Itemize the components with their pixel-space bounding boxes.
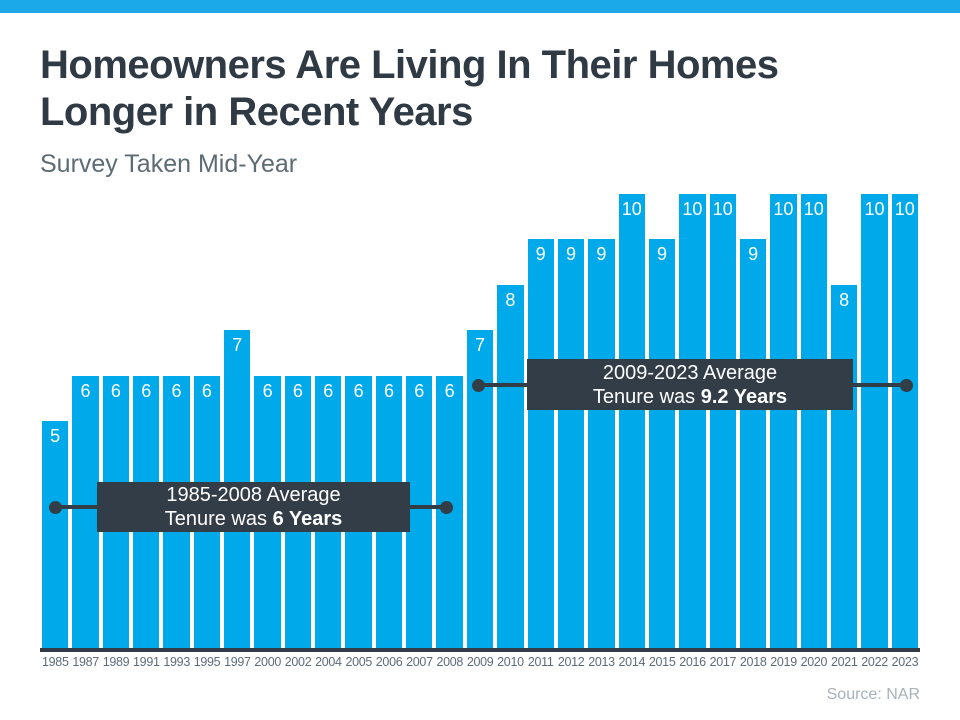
bar-2021: 8 bbox=[830, 285, 858, 648]
x-axis-label-2012: 2012 bbox=[557, 655, 585, 669]
bar-2011: 9 bbox=[527, 239, 554, 648]
callout-2009-line1: 2009-2023 Average bbox=[602, 361, 778, 384]
x-axis-label-2010: 2010 bbox=[497, 655, 524, 669]
brand-accent-strip bbox=[0, 0, 960, 13]
x-axis-label-1995: 1995 bbox=[193, 655, 221, 669]
bar-value-label: 10 bbox=[621, 199, 642, 219]
callout-1985-line1: 1985-2008 Average bbox=[166, 484, 341, 506]
bar-value-label: 9 bbox=[657, 244, 668, 264]
x-axis-label-2006: 2006 bbox=[375, 655, 403, 669]
bar-value-label: 6 bbox=[141, 381, 152, 401]
bar-2016: 10 bbox=[679, 194, 706, 648]
bar-value-label: 6 bbox=[414, 381, 425, 401]
x-axis-label-2023: 2023 bbox=[891, 655, 919, 669]
x-axis-label-2005: 2005 bbox=[345, 655, 373, 669]
bar-value-label: 9 bbox=[748, 244, 759, 264]
callout-1985-line2: Tenure was 6 Years bbox=[164, 508, 343, 530]
x-axis-label-2004: 2004 bbox=[315, 655, 342, 669]
bar-2007: 6 bbox=[406, 376, 433, 648]
bar-value-label: 9 bbox=[566, 244, 577, 264]
bar-2009: 7 bbox=[466, 330, 494, 648]
x-axis-label-2013: 2013 bbox=[588, 655, 615, 669]
x-axis-label-1991: 1991 bbox=[133, 655, 160, 669]
bar-2010: 8 bbox=[497, 285, 524, 648]
x-axis-label-1985: 1985 bbox=[42, 655, 69, 669]
bar-2018: 9 bbox=[739, 239, 767, 648]
bar-2015: 9 bbox=[648, 239, 676, 648]
bar-value-label: 6 bbox=[80, 381, 91, 401]
callout-1985-right-dot bbox=[440, 501, 453, 514]
x-axis-labels: 1985 1987 1989 1991 1993 1995 1997 2000 2002 2004… bbox=[42, 655, 919, 669]
bar-2014: 10 bbox=[618, 194, 645, 648]
callout-2009-left-line bbox=[478, 383, 527, 387]
x-axis-label-2016: 2016 bbox=[679, 655, 706, 669]
bar-2013: 9 bbox=[588, 239, 615, 648]
x-axis-label-2008: 2008 bbox=[436, 655, 464, 669]
callout-1985-left-line bbox=[55, 505, 97, 509]
bar-2023: 10 bbox=[891, 194, 918, 648]
page-title: Homeowners Are Living In Their Homes Lon… bbox=[40, 42, 779, 136]
x-axis-baseline bbox=[40, 648, 920, 652]
page-subtitle: Survey Taken Mid-Year bbox=[40, 150, 298, 178]
bar-value-label: 6 bbox=[262, 381, 273, 401]
page-title-line2: Longer in Recent Years bbox=[40, 90, 473, 134]
bar-value-label: 7 bbox=[474, 335, 485, 355]
callout-2009-line2: Tenure was 9.2 Years bbox=[592, 385, 788, 408]
bar-value-label: 10 bbox=[712, 199, 733, 219]
x-axis-label-2015: 2015 bbox=[648, 655, 676, 669]
bar-value-label: 10 bbox=[682, 199, 703, 219]
source-attribution: Source: NAR bbox=[826, 686, 920, 703]
callout-1985-right-line bbox=[410, 505, 446, 509]
x-axis-label-2017: 2017 bbox=[709, 655, 737, 669]
page-title-line1: Homeowners Are Living In Their Homes bbox=[40, 43, 779, 87]
x-axis-label-2000: 2000 bbox=[254, 655, 282, 669]
bar-value-label: 6 bbox=[292, 381, 303, 401]
x-axis-label-2019: 2019 bbox=[770, 655, 797, 669]
callout-1985-2008: 1985-2008 Average Tenure was 6 Years bbox=[97, 482, 410, 532]
bar-2017: 10 bbox=[709, 194, 736, 648]
x-axis-label-2007: 2007 bbox=[406, 655, 433, 669]
bar-value-label: 10 bbox=[894, 199, 915, 219]
bar-value-label: 6 bbox=[171, 381, 182, 401]
x-axis-label-2014: 2014 bbox=[618, 655, 646, 669]
bar-2019: 10 bbox=[770, 194, 797, 648]
bar-value-label: 6 bbox=[323, 381, 334, 401]
bar-value-label: 6 bbox=[383, 381, 394, 401]
x-axis-label-2011: 2011 bbox=[527, 655, 554, 669]
callout-2009-right-line bbox=[853, 383, 906, 387]
bar-1985: 5 bbox=[42, 421, 69, 648]
x-axis-label-1987: 1987 bbox=[72, 655, 99, 669]
bar-value-label: 10 bbox=[773, 199, 794, 219]
bar-2022: 10 bbox=[861, 194, 888, 648]
bar-2020: 10 bbox=[800, 194, 827, 648]
x-axis-label-2018: 2018 bbox=[739, 655, 767, 669]
callout-2009-2023: 2009-2023 Average Tenure was 9.2 Years bbox=[527, 359, 853, 410]
x-axis-label-2021: 2021 bbox=[830, 655, 858, 669]
x-axis-label-2009: 2009 bbox=[466, 655, 494, 669]
bar-value-label: 5 bbox=[50, 426, 61, 446]
x-axis-label-2002: 2002 bbox=[284, 655, 312, 669]
bar-value-label: 9 bbox=[535, 244, 546, 264]
bar-value-label: 10 bbox=[803, 199, 824, 219]
bar-2012: 9 bbox=[557, 239, 585, 648]
x-axis-label-1989: 1989 bbox=[102, 655, 130, 669]
bar-value-label: 8 bbox=[839, 290, 850, 310]
bar-chart: 5 6 6 6 6 6 7 6 6 6 6 6 6 6 7 8 9 9 9 10 9 10 10 9 10 10 8 10 10 bbox=[42, 194, 918, 648]
bar-value-label: 10 bbox=[864, 199, 885, 219]
x-axis-label-1997: 1997 bbox=[224, 655, 251, 669]
bar-value-label: 6 bbox=[201, 381, 212, 401]
bar-value-label: 9 bbox=[596, 244, 607, 264]
bar-value-label: 7 bbox=[232, 335, 243, 355]
callout-2009-right-dot bbox=[900, 379, 913, 392]
x-axis-label-2022: 2022 bbox=[861, 655, 888, 669]
bar-1987: 6 bbox=[72, 376, 99, 648]
bar-value-label: 6 bbox=[353, 381, 364, 401]
bar-value-label: 8 bbox=[505, 290, 516, 310]
bar-value-label: 6 bbox=[444, 381, 455, 401]
x-axis-label-2020: 2020 bbox=[800, 655, 828, 669]
bar-value-label: 6 bbox=[110, 381, 121, 401]
x-axis-label-1993: 1993 bbox=[163, 655, 190, 669]
